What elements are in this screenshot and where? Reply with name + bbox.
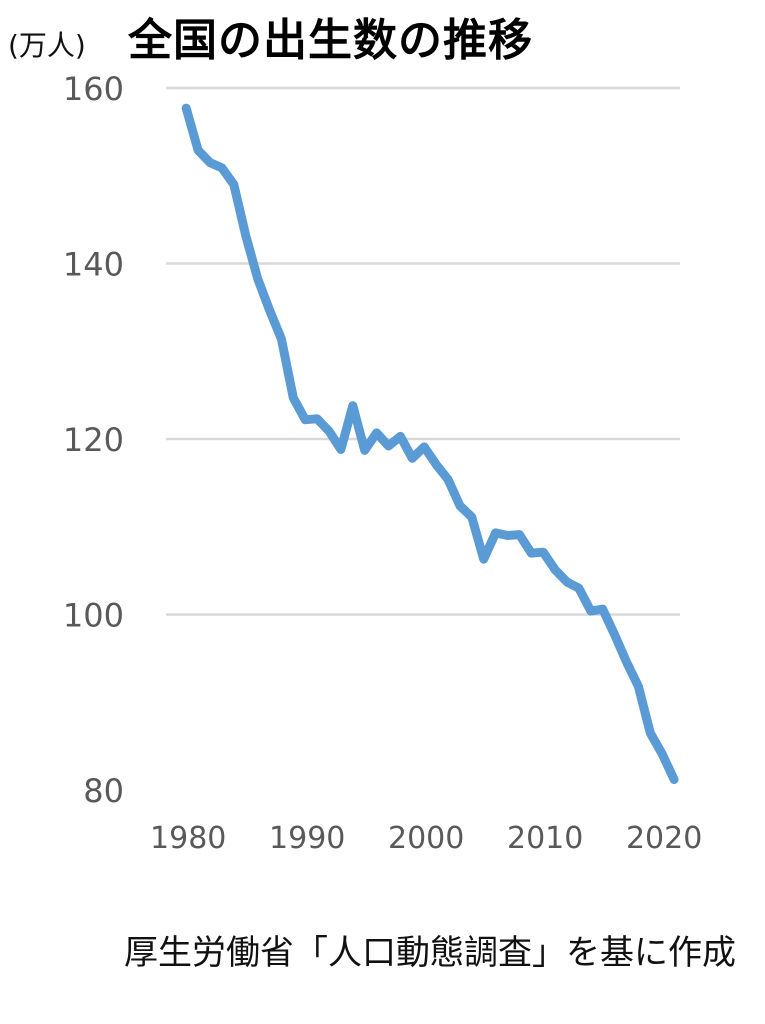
source-note: 厚生労働省「人口動態調査」を基に作成 [124, 933, 736, 973]
series-line-0 [181, 103, 679, 784]
y-tick-label: 100 [63, 597, 124, 635]
y-tick-label: 80 [83, 772, 124, 810]
x-tick-label: 1980 [150, 821, 226, 856]
x-tick-label: 1990 [269, 821, 345, 856]
chart-title: 全国の出生数の推移 [128, 15, 533, 66]
x-tick-label: 2000 [388, 821, 464, 856]
births-line-chart: 160 140 120 100 80 1980 1990 2000 2010 2020 [63, 70, 702, 856]
y-tick-label: 160 [63, 70, 124, 108]
y-axis-unit-label: (万人) [8, 29, 86, 62]
y-tick-label: 140 [63, 246, 124, 284]
x-tick-label: 2010 [507, 821, 583, 856]
x-tick-label: 2020 [626, 821, 702, 856]
y-tick-label: 120 [63, 421, 124, 459]
